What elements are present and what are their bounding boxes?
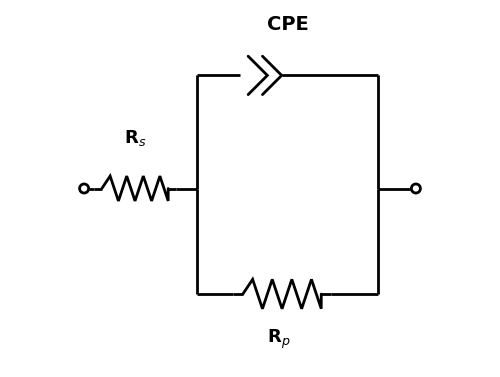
Text: R$_p$: R$_p$ xyxy=(266,328,290,351)
Text: R$_s$: R$_s$ xyxy=(124,127,146,148)
Text: CPE: CPE xyxy=(267,15,308,34)
